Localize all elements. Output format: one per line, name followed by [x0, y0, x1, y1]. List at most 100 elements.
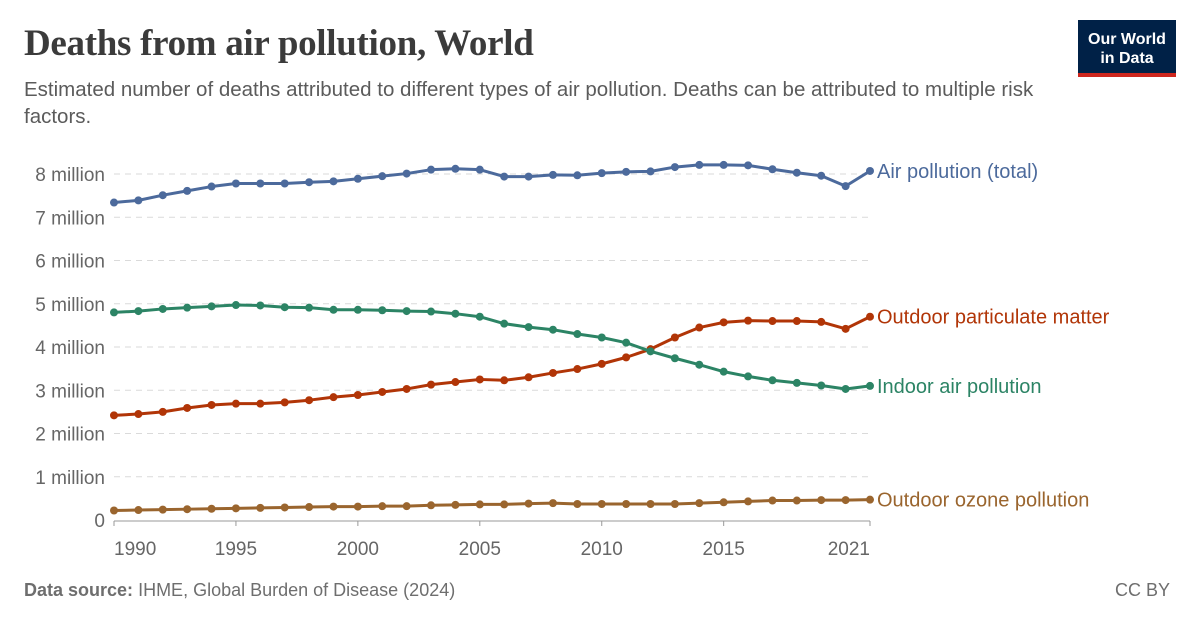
data-point: [548, 499, 557, 508]
data-point: [719, 498, 728, 507]
x-tick-label: 1990: [114, 539, 156, 560]
data-point: [158, 191, 167, 200]
data-point: [231, 301, 240, 310]
chart-subtitle: Estimated number of deaths attributed to…: [24, 78, 1034, 128]
data-point: [475, 375, 484, 384]
x-tick-label: 2005: [459, 539, 501, 560]
data-point: [744, 316, 753, 325]
data-point: [475, 500, 484, 509]
data-point: [402, 169, 411, 178]
data-point: [622, 353, 631, 362]
data-point: [134, 307, 143, 316]
data-point: [280, 503, 289, 512]
license-link[interactable]: CC BY: [1114, 580, 1170, 600]
data-point: [110, 411, 118, 420]
data-point: [305, 503, 314, 512]
x-tick-label: 2000: [337, 539, 379, 560]
data-point: [817, 171, 826, 180]
data-point: [573, 499, 582, 508]
data-point: [231, 399, 240, 408]
data-point: [768, 317, 777, 326]
data-point: [866, 381, 874, 390]
data-point: [207, 182, 216, 191]
data-point: [670, 333, 679, 342]
data-point: [792, 378, 801, 387]
data-point: [402, 384, 411, 393]
data-point: [719, 318, 728, 327]
data-point: [427, 307, 436, 316]
data-point: [768, 496, 777, 505]
data-point: [768, 165, 777, 174]
series-line: [113, 163, 871, 205]
y-tick-label: 0: [94, 511, 105, 532]
data-point: [841, 182, 850, 191]
data-point: [329, 502, 338, 511]
data-point: [183, 403, 192, 412]
data-point: [110, 506, 118, 515]
data-point: [280, 398, 289, 407]
data-point: [134, 410, 143, 419]
data-point: [744, 497, 753, 506]
data-point: [378, 502, 387, 511]
data-point: [402, 307, 411, 316]
data-point: [548, 325, 557, 334]
data-point: [500, 319, 509, 328]
data-point: [305, 396, 314, 405]
owid-logo[interactable]: Our World in Data: [1078, 20, 1176, 77]
data-point: [548, 368, 557, 377]
data-point: [792, 496, 801, 505]
data-point: [622, 499, 631, 508]
data-point: [597, 169, 606, 178]
data-point: [378, 172, 387, 181]
data-point: [402, 502, 411, 511]
data-point: [500, 500, 509, 509]
data-point: [695, 499, 704, 508]
data-point: [329, 393, 338, 402]
x-tick-label: 2010: [581, 539, 623, 560]
data-point: [573, 171, 582, 180]
data-point: [329, 177, 338, 186]
data-point: [817, 317, 826, 326]
data-point: [353, 502, 362, 511]
data-point: [231, 179, 240, 188]
data-point: [866, 312, 874, 321]
data-point: [378, 306, 387, 315]
y-tick-label: 5 million: [35, 295, 105, 316]
y-tick-label: 4 million: [35, 338, 105, 359]
data-point: [475, 312, 484, 321]
data-point: [451, 164, 460, 173]
y-tick-label: 3 million: [35, 381, 105, 402]
series-label: Indoor air pollution: [877, 376, 1042, 398]
data-point: [817, 496, 826, 505]
x-tick-label: 2015: [703, 539, 745, 560]
data-point: [695, 160, 704, 169]
data-point: [670, 499, 679, 508]
data-point: [207, 504, 216, 513]
logo-text: Our World in Data: [1088, 31, 1166, 67]
data-point: [573, 365, 582, 374]
data-point: [500, 376, 509, 385]
data-point: [792, 168, 801, 177]
x-tick-label: 2021: [828, 539, 870, 560]
data-point: [353, 305, 362, 314]
data-point: [500, 172, 509, 181]
data-point: [573, 330, 582, 339]
data-point: [548, 170, 557, 179]
data-point: [792, 317, 801, 326]
y-tick-label: 1 million: [35, 468, 105, 489]
data-point: [329, 305, 338, 314]
series-label: Outdoor ozone pollution: [877, 490, 1089, 512]
data-point: [427, 501, 436, 510]
data-point: [817, 381, 826, 390]
data-point: [524, 373, 533, 382]
data-point: [451, 378, 460, 387]
data-point: [670, 354, 679, 363]
data-point: [622, 167, 631, 176]
data-point: [841, 384, 850, 393]
y-tick-label: 7 million: [35, 208, 105, 229]
data-point: [451, 309, 460, 318]
data-point: [134, 506, 143, 515]
data-point: [866, 495, 874, 504]
data-point: [158, 407, 167, 416]
